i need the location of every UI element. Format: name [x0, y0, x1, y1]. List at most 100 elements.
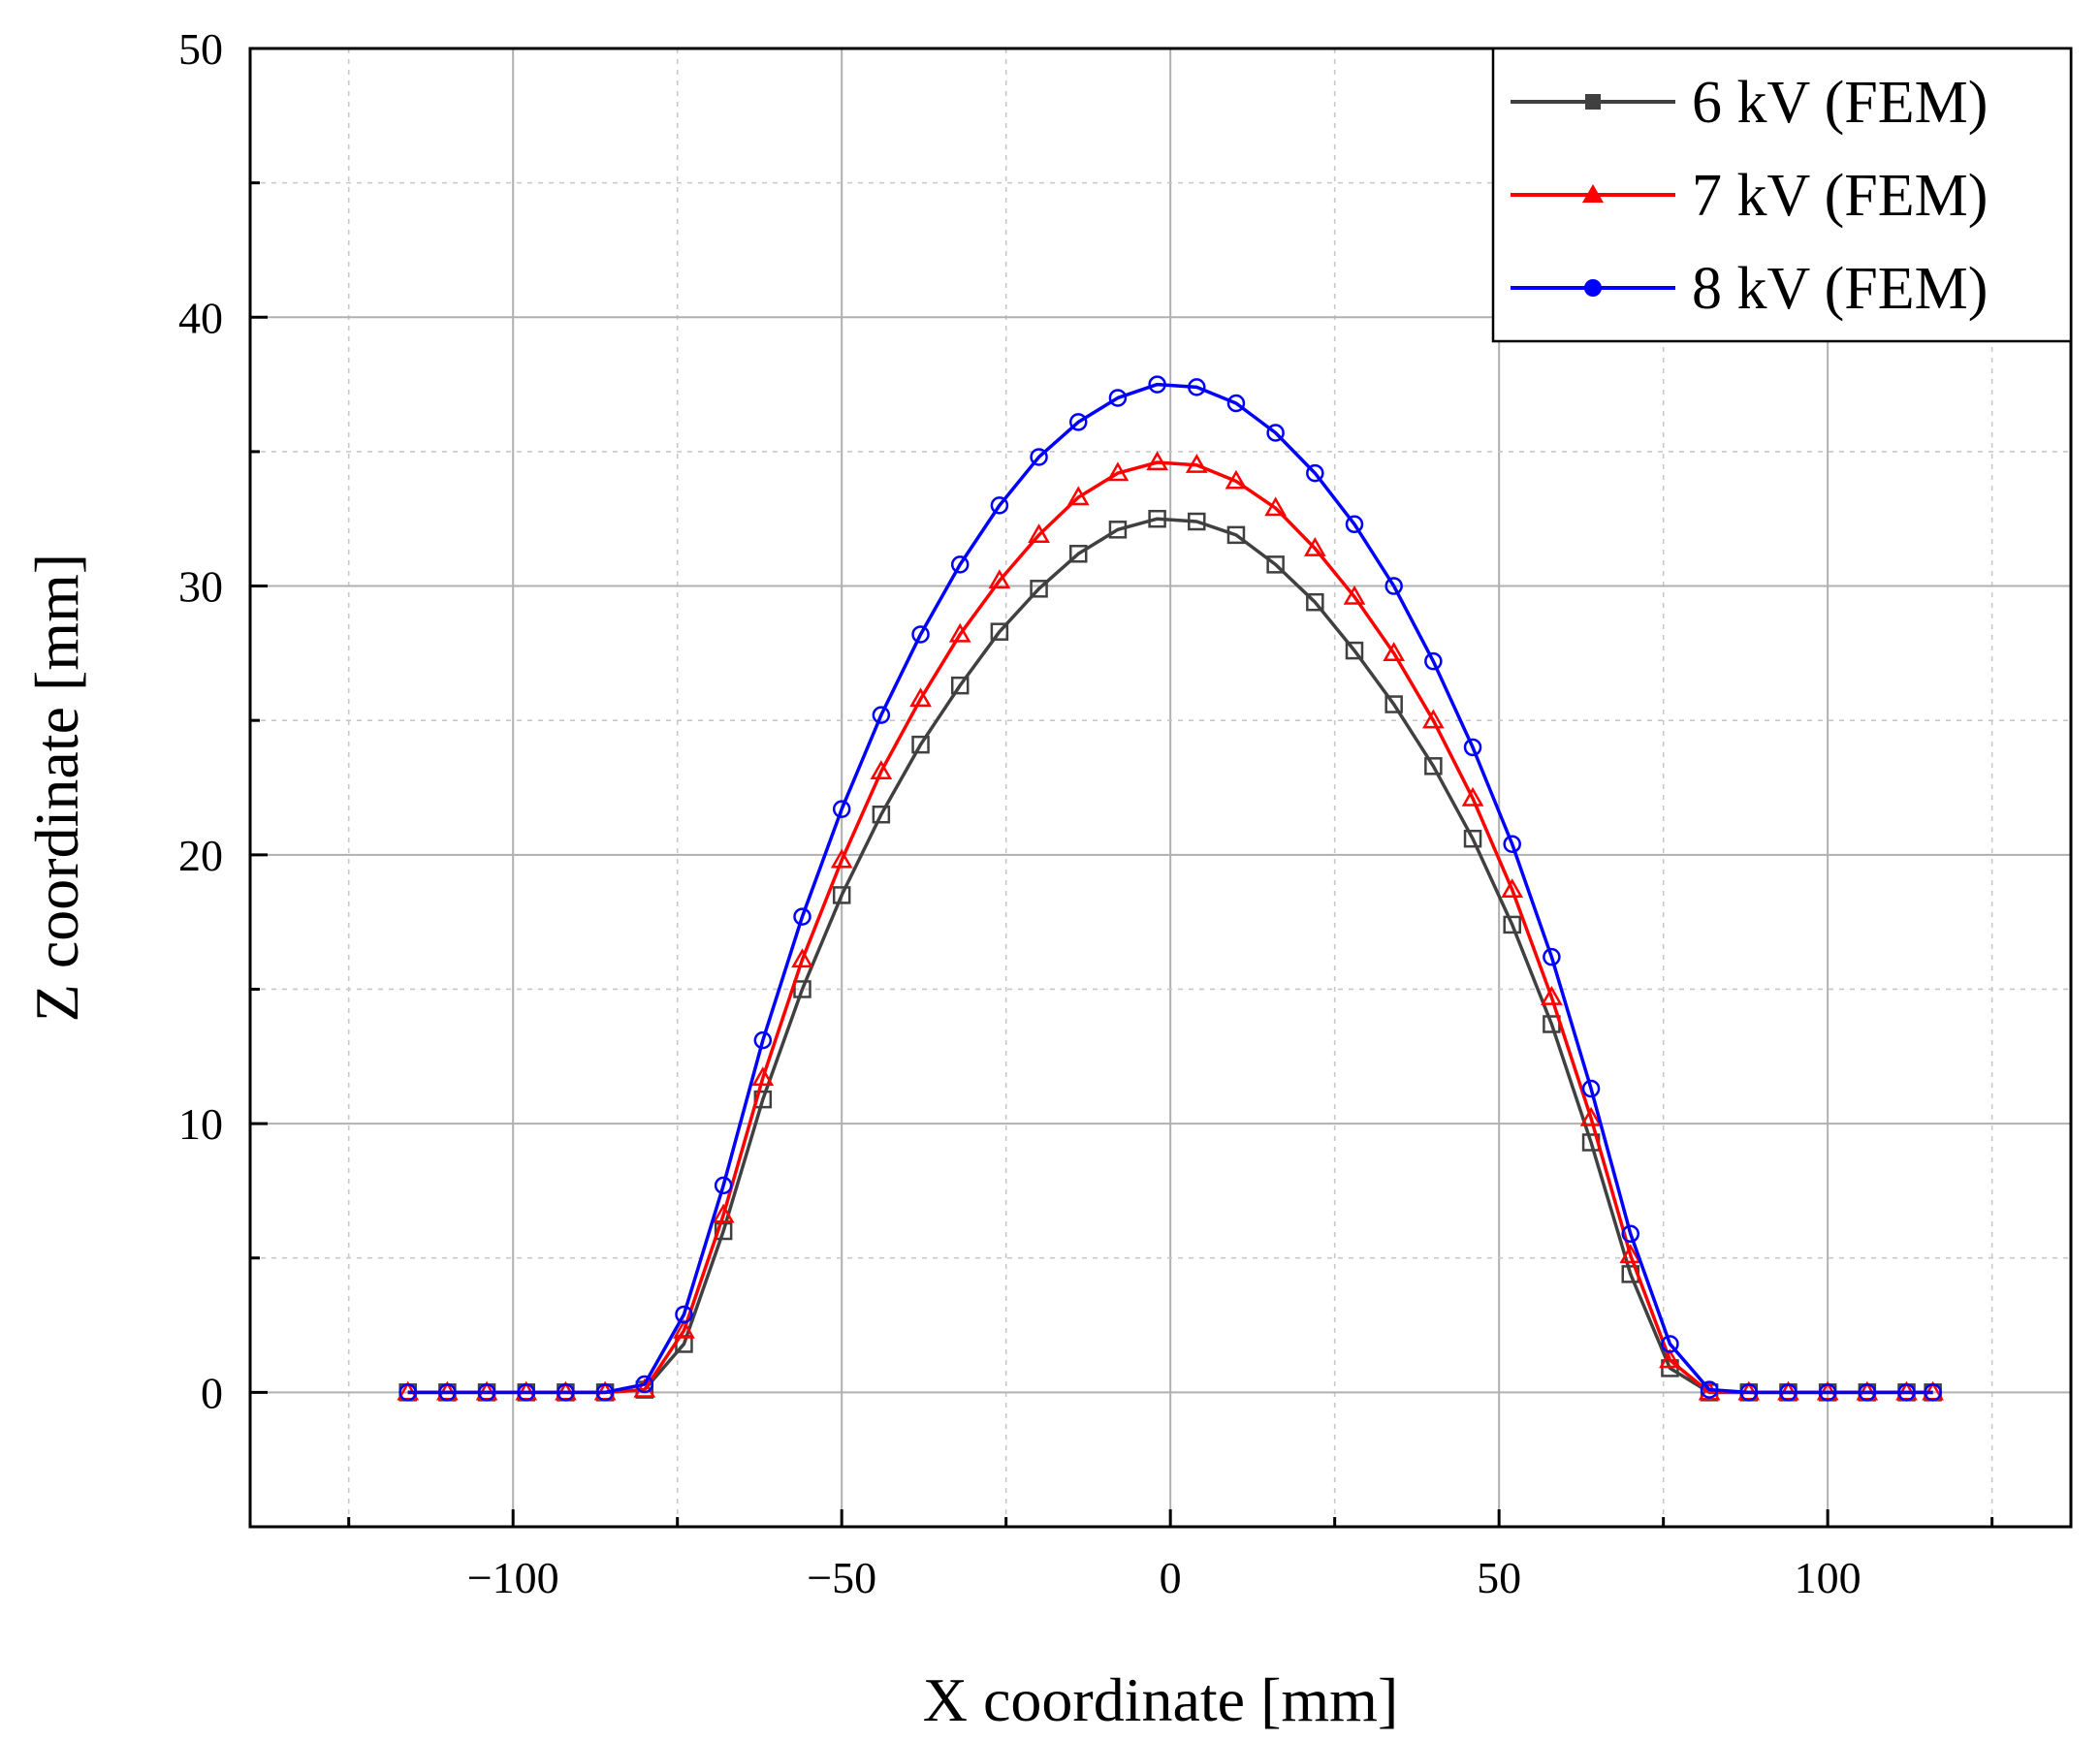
data-point: [1501, 878, 1524, 899]
data-point: [832, 886, 851, 904]
data-point: [1226, 394, 1246, 413]
legend-marker: [1584, 279, 1602, 297]
axis-ticks: [250, 47, 1994, 1529]
series-3: [398, 375, 1942, 1402]
data-point: [950, 555, 970, 574]
data-point: [1306, 592, 1324, 612]
data-point: [714, 1221, 733, 1241]
x-axis-title: X coordinate [mm]: [923, 1665, 1399, 1734]
legend-label: 8 kV (FEM): [1692, 256, 1988, 322]
data-point: [1924, 1383, 1942, 1402]
legend: 6 kV (FEM) 7 kV (FEM) 8 kV (FEM): [1491, 47, 2073, 343]
data-point: [1264, 496, 1288, 517]
data-point: [1030, 580, 1048, 598]
y-tick-label: 0: [201, 1368, 223, 1417]
data-point: [911, 735, 930, 754]
data-point: [1028, 523, 1050, 544]
data-point: [1303, 537, 1326, 556]
data-point: [1463, 829, 1482, 848]
legend-item: 6 kV (FEM): [1511, 70, 1988, 136]
x-tick-label: 0: [1160, 1553, 1182, 1602]
data-point: [948, 622, 971, 643]
data-point: [988, 569, 1011, 589]
data-point: [1424, 651, 1443, 671]
data-point: [712, 1203, 735, 1223]
data-point: [1818, 1383, 1837, 1402]
legend-label: 7 kV (FEM): [1692, 163, 1988, 229]
data-point: [1148, 375, 1166, 394]
legend-label: 6 kV (FEM): [1692, 70, 1988, 136]
data-point: [1345, 641, 1364, 660]
legend-marker: [1582, 184, 1604, 203]
data-point: [1779, 1383, 1798, 1402]
y-tick-label: 20: [178, 831, 223, 880]
data-point: [990, 496, 1009, 515]
data-point: [517, 1383, 536, 1402]
data-point: [1108, 521, 1128, 539]
data-point: [1266, 424, 1285, 442]
data-point: [872, 805, 891, 824]
data-point: [1266, 555, 1285, 574]
data-point: [438, 1383, 457, 1402]
data-point: [1424, 757, 1443, 776]
y-tick-label: 30: [178, 562, 223, 612]
data-point: [1581, 1079, 1601, 1098]
data-point: [1461, 786, 1484, 807]
x-tick-label: −50: [807, 1553, 876, 1602]
data-point: [1030, 448, 1048, 466]
x-tick-label: 50: [1477, 1553, 1521, 1602]
data-point: [1069, 413, 1088, 431]
data-point: [950, 676, 970, 695]
data-point: [1383, 642, 1406, 662]
x-tick-label: −100: [467, 1553, 559, 1602]
data-point: [1700, 1380, 1719, 1399]
data-point: [1306, 463, 1324, 483]
data-point: [751, 1066, 775, 1087]
data-point: [911, 625, 930, 644]
data-point: [595, 1383, 615, 1402]
data-point: [1185, 454, 1208, 473]
y-axis-title: Z coordinate [mm]: [22, 554, 91, 1022]
data-point: [1858, 1383, 1877, 1402]
data-point: [990, 622, 1009, 641]
data-point: [675, 1305, 693, 1324]
data-point: [1106, 461, 1130, 482]
data-point: [1343, 585, 1366, 605]
x-tick-label: 100: [1795, 1553, 1861, 1602]
series-layer: [397, 375, 1944, 1402]
data-point: [1897, 1383, 1916, 1402]
data-point: [398, 1383, 417, 1402]
data-point: [909, 687, 932, 708]
data-point: [1188, 378, 1206, 396]
data-point: [1384, 577, 1403, 595]
data-point: [1422, 709, 1445, 729]
plot-frame: [248, 47, 2073, 1529]
data-point: [1066, 486, 1090, 506]
data-point: [1384, 695, 1403, 713]
data-point: [793, 980, 811, 998]
data-point: [635, 1375, 654, 1394]
series-line: [407, 382, 1933, 1395]
data-point: [753, 1030, 773, 1050]
data-point: [1543, 947, 1561, 966]
data-point: [1541, 986, 1563, 1005]
data-point: [830, 848, 853, 869]
data-point: [1069, 545, 1088, 563]
data-point: [633, 1377, 656, 1398]
data-point: [1739, 1383, 1759, 1402]
data-point: [1146, 451, 1168, 471]
data-point: [1226, 525, 1246, 545]
y-tick-label: 10: [178, 1099, 223, 1149]
data-point: [1619, 1244, 1642, 1264]
data-point: [1579, 1106, 1603, 1126]
series-line: [407, 517, 1933, 1395]
data-point: [1503, 835, 1521, 853]
data-point: [1345, 515, 1364, 534]
data-point: [557, 1383, 575, 1402]
data-point: [832, 800, 851, 818]
data-point: [791, 948, 813, 968]
data-point: [793, 907, 811, 926]
data-point: [872, 706, 891, 724]
data-point: [1463, 738, 1482, 757]
